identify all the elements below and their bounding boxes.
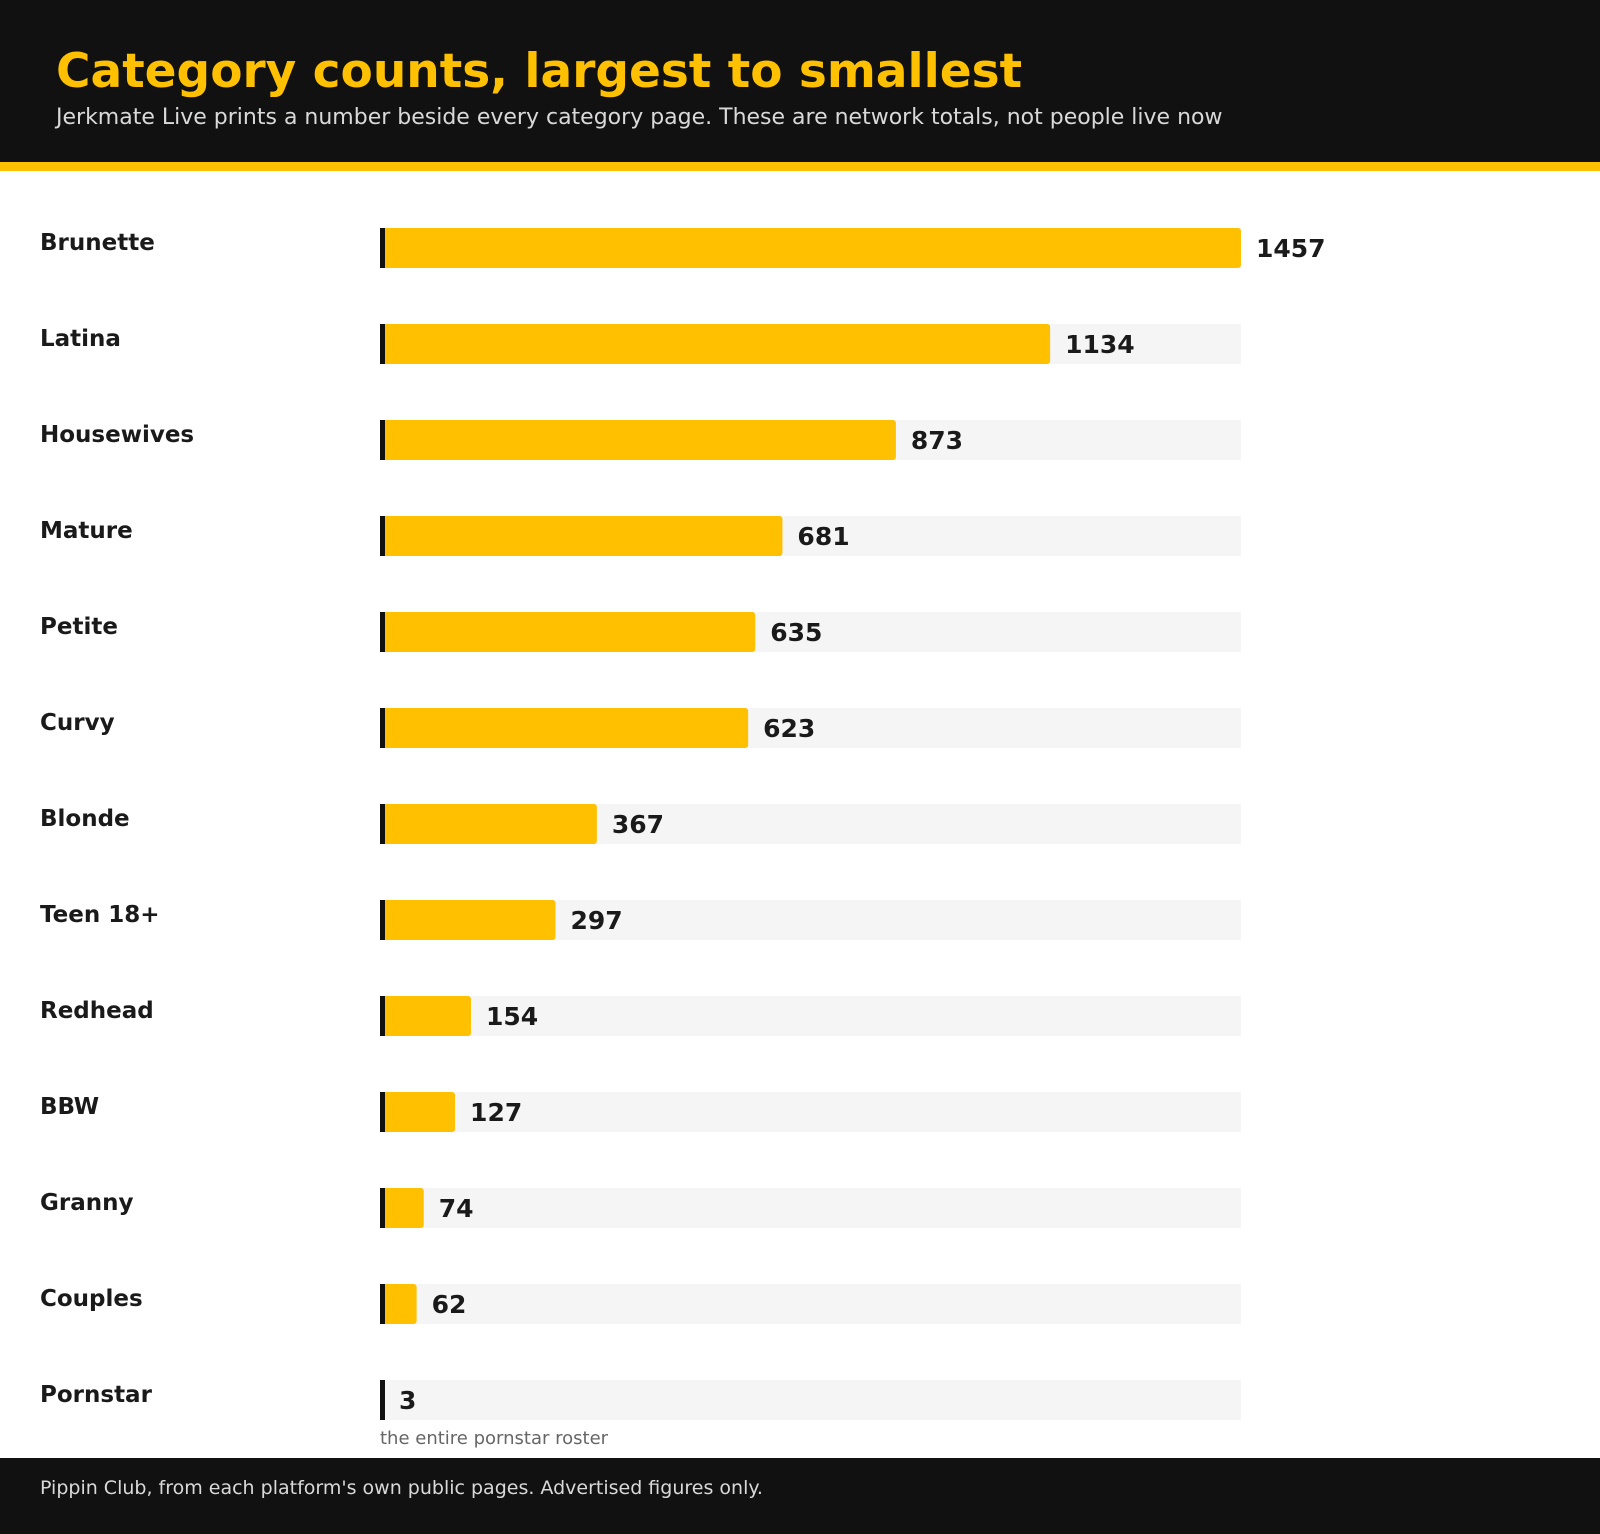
value-label: 623	[763, 714, 815, 743]
bar-row-brunette: Brunette 1457	[40, 228, 1326, 268]
bar-track	[380, 1380, 1241, 1420]
bar-row-petite: Petite 635	[40, 612, 1241, 652]
footer-band	[0, 1458, 1600, 1534]
value-label: 1457	[1256, 234, 1326, 263]
bar	[380, 708, 749, 748]
bar-row-blonde: Blonde 367	[40, 804, 1241, 844]
value-label: 127	[470, 1098, 522, 1127]
bar	[380, 900, 556, 940]
value-label: 873	[911, 426, 963, 455]
category-label: Mature	[40, 518, 133, 544]
category-label: Housewives	[40, 422, 194, 448]
bar-chart: Brunette 1457 Latina 1134 Housewives 873 Matur…	[0, 171, 1600, 1458]
bar-track	[380, 1284, 1241, 1324]
bar-row-granny: Granny 74	[40, 1188, 1241, 1228]
category-label: Latina	[40, 326, 121, 352]
value-label: 3	[399, 1386, 416, 1415]
axis-tick	[380, 420, 385, 460]
value-label: 154	[486, 1002, 538, 1031]
bar	[380, 1092, 456, 1132]
category-label: Brunette	[40, 230, 155, 256]
axis-tick	[380, 1284, 385, 1324]
axis-tick	[380, 1380, 385, 1420]
value-label: 1134	[1065, 330, 1135, 359]
axis-tick	[380, 516, 385, 556]
value-label: 367	[612, 810, 664, 839]
bar	[380, 996, 472, 1036]
category-label: Redhead	[40, 998, 154, 1024]
category-label: Petite	[40, 614, 118, 640]
bar-row-latina: Latina 1134	[40, 324, 1241, 364]
bar-track	[380, 1092, 1241, 1132]
axis-tick	[380, 1092, 385, 1132]
axis-tick	[380, 612, 385, 652]
value-label: 62	[432, 1290, 467, 1319]
category-label: Pornstar	[40, 1382, 153, 1408]
bar	[380, 228, 1241, 268]
bar-row-bbw: BBW 127	[40, 1092, 1241, 1132]
bar	[380, 516, 783, 556]
value-label: 74	[439, 1194, 474, 1223]
axis-tick	[380, 804, 385, 844]
chart-subtitle: Jerkmate Live prints a number beside eve…	[56, 105, 1223, 130]
bar-row-pornstar: Pornstar 3	[40, 1380, 1241, 1420]
value-label: 635	[770, 618, 822, 647]
axis-tick	[380, 996, 385, 1036]
bar-track	[380, 996, 1241, 1036]
footer-source: Pippin Club, from each platform's own pu…	[40, 1477, 763, 1499]
bar-row-curvy: Curvy 623	[40, 708, 1241, 748]
axis-tick	[380, 228, 385, 268]
axis-tick	[380, 1188, 385, 1228]
bar	[380, 612, 756, 652]
bar	[380, 420, 896, 460]
category-label: Curvy	[40, 710, 115, 736]
axis-tick	[380, 708, 385, 748]
bar	[380, 324, 1051, 364]
category-label: Blonde	[40, 806, 130, 832]
bar	[380, 804, 597, 844]
chart-title: Category counts, largest to smallest	[56, 44, 1023, 99]
value-label: 681	[797, 522, 849, 551]
bar-row-mature: Mature 681	[40, 516, 1241, 556]
bar-row-housewives: Housewives 873	[40, 420, 1241, 460]
bar-row-redhead: Redhead 154	[40, 996, 1241, 1036]
annotation-note: the entire pornstar roster	[380, 1428, 609, 1449]
value-label: 297	[571, 906, 623, 935]
header-accent-rule	[0, 162, 1600, 171]
bar-row-teen-18: Teen 18+ 297	[40, 900, 1241, 940]
bar-row-couples: Couples 62	[40, 1284, 1241, 1324]
category-label: BBW	[40, 1094, 99, 1120]
axis-tick	[380, 900, 385, 940]
category-label: Teen 18+	[40, 902, 160, 928]
bar	[380, 1284, 417, 1324]
category-label: Couples	[40, 1286, 143, 1312]
header-band	[0, 0, 1600, 162]
bar-track	[380, 1188, 1241, 1228]
axis-tick	[380, 324, 385, 364]
category-label: Granny	[40, 1190, 133, 1216]
bar	[380, 1188, 424, 1228]
bar-chart-svg: Brunette 1457 Latina 1134 Housewives 873 Matur…	[40, 228, 1326, 1449]
